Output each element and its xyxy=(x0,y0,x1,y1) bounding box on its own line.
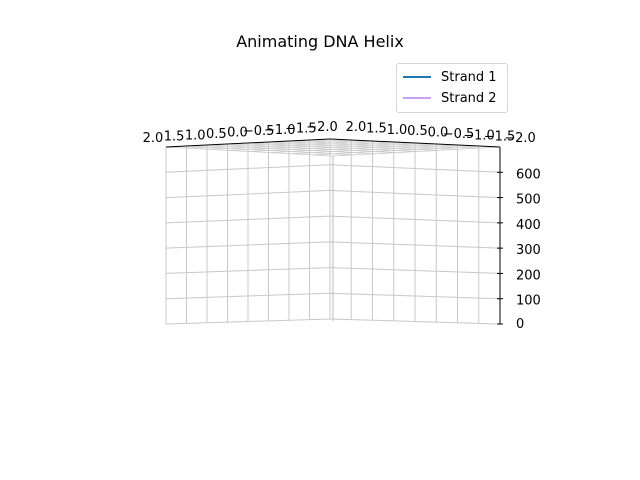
z-tick-label: 0 xyxy=(516,317,524,332)
grid-line-z-left xyxy=(165,241,331,249)
y-tick-label: −2.0 xyxy=(504,131,536,146)
chart-title: Animating DNA Helix xyxy=(236,32,404,51)
grid-line-z-left xyxy=(165,189,331,199)
x-tick-label: 0.5 xyxy=(206,127,227,142)
legend-label-strand-2: Strand 2 xyxy=(441,90,497,106)
grid-line-z-left xyxy=(165,164,331,173)
grid-line-floor xyxy=(270,143,437,154)
y-tick-label: 1.0 xyxy=(387,123,408,138)
legend-entry-strand-2: Strand 2 xyxy=(403,88,497,108)
grid-line-z-right xyxy=(329,292,501,300)
x-tick-label: −1.0 xyxy=(264,123,296,138)
z-tick-label: 200 xyxy=(516,268,541,283)
y-tick-label: 0.0 xyxy=(428,126,449,141)
grid-line-z-right xyxy=(329,318,501,325)
y-tick-label: 2.0 xyxy=(346,120,367,135)
grid-line-floor xyxy=(332,146,501,157)
y-axis-line xyxy=(329,138,501,148)
z-tick-label: 100 xyxy=(516,294,541,309)
grid-line-z-right xyxy=(329,164,501,173)
grid-line-z-left xyxy=(165,215,331,224)
x-tick-label: −1.5 xyxy=(285,121,317,136)
x-tick-label: 2.0 xyxy=(143,131,164,146)
legend: Strand 1 Strand 2 xyxy=(396,63,508,113)
grid-line-floor xyxy=(309,139,480,149)
tick-labels: 2.0 1.5 1.0 0.5 0.0−0.5−1.0−1.5−2.0 2.0 1.5 1.0… xyxy=(143,120,541,332)
x-axis-line xyxy=(165,138,331,148)
grid-line-floor xyxy=(249,142,416,152)
z-tick-label: 400 xyxy=(516,218,541,233)
grid-line-z-right xyxy=(329,241,501,249)
grid-line-z-left xyxy=(165,318,331,325)
legend-swatch-strand-2 xyxy=(403,97,431,99)
legend-label-strand-1: Strand 1 xyxy=(441,69,497,85)
x-tick-label: 1.0 xyxy=(185,128,206,143)
grid-line-floor xyxy=(288,140,459,150)
x-tick-label: −2.0 xyxy=(306,120,338,135)
y-tick-label: 0.5 xyxy=(407,124,428,139)
grid-line-z-right xyxy=(329,189,501,199)
legend-entry-strand-1: Strand 1 xyxy=(403,67,497,87)
z-tick-label: 300 xyxy=(516,243,541,258)
y-tick-label: 1.5 xyxy=(366,121,387,136)
y-tick-label: −1.0 xyxy=(463,128,495,143)
grid-line-z-left xyxy=(165,267,331,274)
axis-lines xyxy=(165,138,501,324)
z-tick-label: 500 xyxy=(516,193,541,208)
grid-line-z-right xyxy=(329,215,501,224)
grid-line-floor xyxy=(291,144,458,155)
y-tick-label: −1.5 xyxy=(484,130,516,145)
z-tick-label: 600 xyxy=(516,167,541,182)
x-tick-label: 1.5 xyxy=(164,130,185,145)
x-tick-label: −0.5 xyxy=(243,124,275,139)
grid-line-floor xyxy=(268,141,438,151)
legend-swatch-strand-1 xyxy=(403,76,431,78)
x-tick-label: 0.0 xyxy=(227,126,248,141)
grid-lines xyxy=(165,138,501,325)
y-tick-label: −0.5 xyxy=(443,127,475,142)
grid-line-z-right xyxy=(329,267,501,274)
grid-line-floor xyxy=(312,145,479,156)
grid-line-z-left xyxy=(165,292,331,300)
